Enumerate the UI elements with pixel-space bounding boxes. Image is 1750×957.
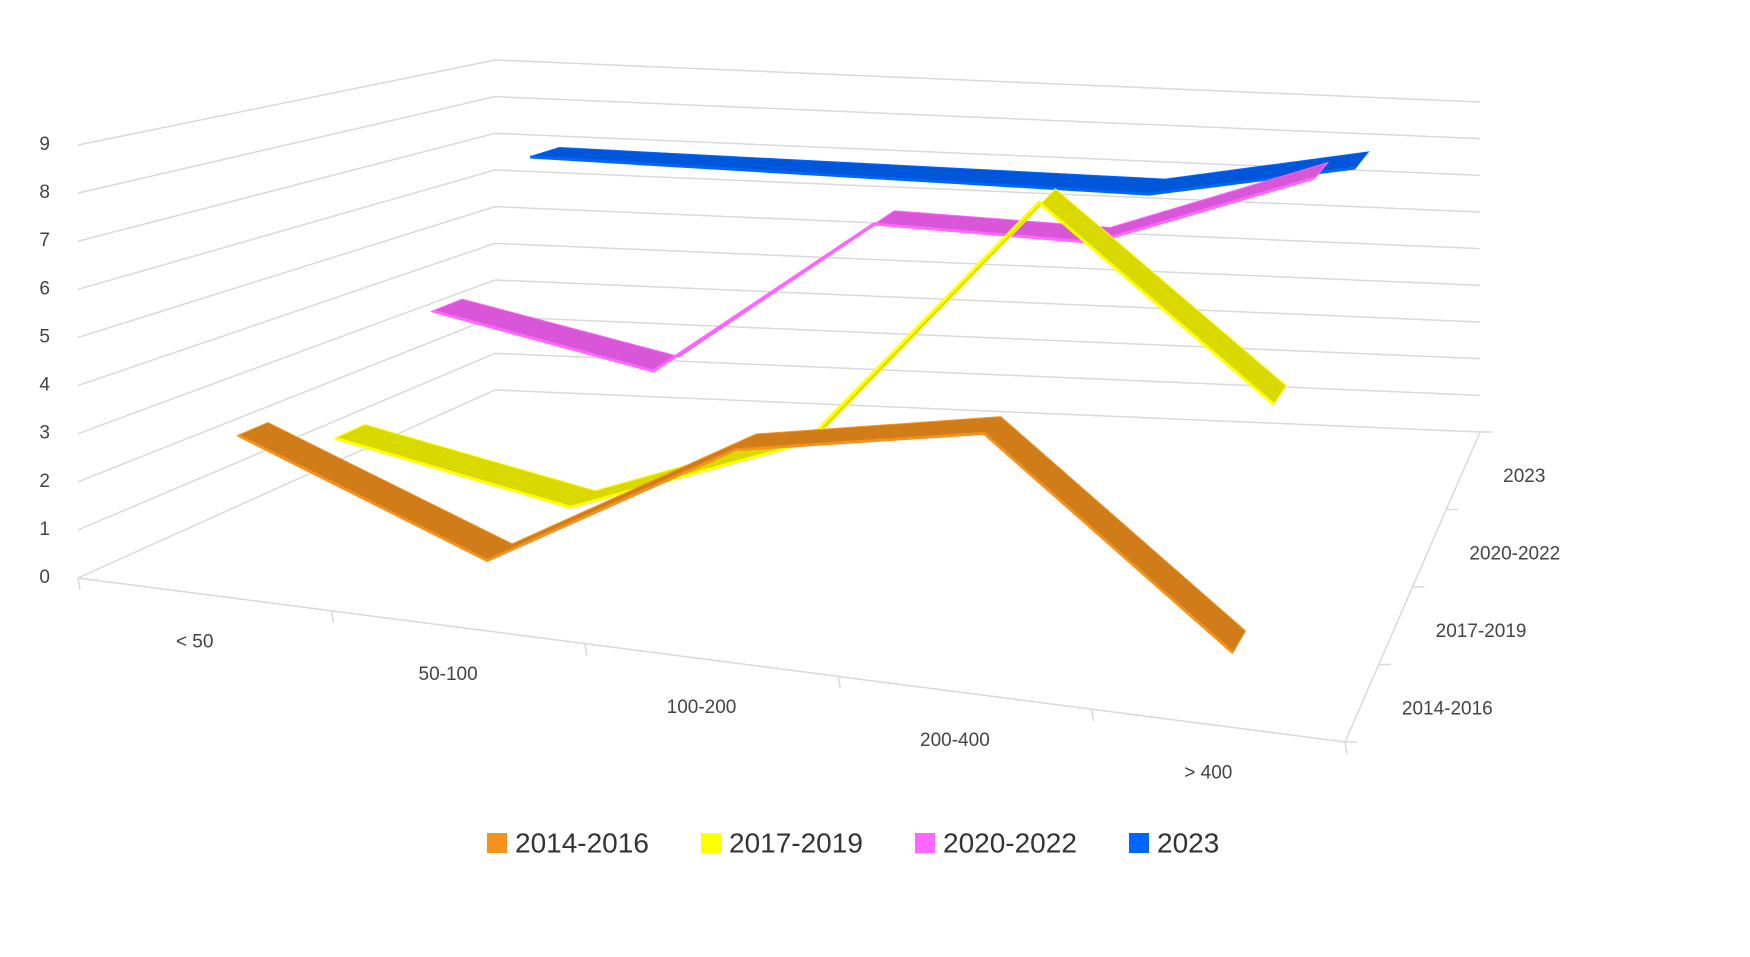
y-tick-label: 6 xyxy=(39,278,50,299)
x-tick-label: 50-100 xyxy=(419,664,478,685)
ribbon-shade xyxy=(433,163,1327,372)
depth-label: 2023 xyxy=(1503,466,1545,487)
grid-line xyxy=(77,95,1481,194)
grid-line xyxy=(77,242,1481,387)
ribbon-shade xyxy=(530,148,1368,195)
y-tick-label: 8 xyxy=(39,182,50,203)
series-line xyxy=(530,155,1356,196)
axis-tick xyxy=(330,610,335,623)
grid-line xyxy=(77,205,1481,339)
grid-line xyxy=(77,352,1481,531)
x-tick-label: > 400 xyxy=(1184,763,1232,784)
axis-tick xyxy=(77,577,81,591)
grid-line xyxy=(77,169,1481,291)
legend-text: 2014-2016 xyxy=(515,827,649,858)
axis-tick xyxy=(837,676,841,689)
ribbon-shade xyxy=(238,417,1245,653)
grid-line xyxy=(77,279,1481,435)
y-tick-label: 7 xyxy=(39,230,50,251)
y-tick-label: 5 xyxy=(39,326,50,347)
floor-edge xyxy=(77,431,1481,743)
legend-text: 2020-2022 xyxy=(943,827,1077,858)
grid-line xyxy=(77,59,1481,146)
x-tick-label: 200-400 xyxy=(920,730,990,751)
legend-swatch xyxy=(487,833,507,853)
y-tick-label: 4 xyxy=(39,375,50,396)
y-tick-label: 2 xyxy=(39,471,50,492)
axis-tick xyxy=(1090,709,1095,722)
legend-text: 2017-2019 xyxy=(729,827,863,858)
y-tick-label: 9 xyxy=(39,134,50,155)
y-tick-label: 3 xyxy=(39,423,50,444)
y-tick-label: 1 xyxy=(39,519,50,540)
legend-swatch xyxy=(915,833,935,853)
axis-tick xyxy=(1344,741,1348,755)
axis-tick xyxy=(584,643,588,656)
depth-label: 2014-2016 xyxy=(1402,698,1493,719)
x-tick-label: 100-200 xyxy=(667,697,737,718)
depth-label: 2017-2019 xyxy=(1436,621,1527,642)
legend-text: 2023 xyxy=(1157,827,1219,858)
legend-swatch xyxy=(701,833,721,853)
grid-line xyxy=(77,132,1481,242)
series-line xyxy=(432,176,1315,373)
grid-line xyxy=(77,389,1481,579)
series-line xyxy=(238,431,1234,654)
y-tick-label: 0 xyxy=(39,567,50,588)
ribbon-shade xyxy=(335,189,1286,508)
x-tick-label: < 50 xyxy=(176,631,214,652)
depth-label: 2020-2022 xyxy=(1469,543,1560,564)
legend-swatch xyxy=(1129,833,1149,853)
